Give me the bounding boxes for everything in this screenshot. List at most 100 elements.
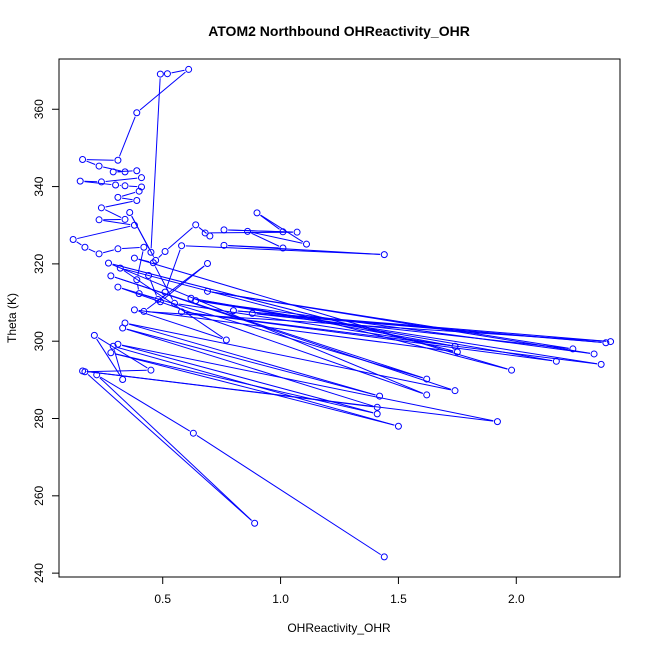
data-point <box>116 264 124 272</box>
data-point <box>130 221 138 229</box>
series-segment <box>167 227 193 250</box>
x-axis-label: OHReactivity_OHR <box>287 621 391 635</box>
data-point <box>253 209 261 217</box>
data-point <box>90 331 98 339</box>
series-segment <box>121 344 494 422</box>
data-point <box>114 245 122 253</box>
y-tick-label: 280 <box>32 408 46 428</box>
data-point <box>147 366 155 374</box>
data-point <box>79 367 87 375</box>
series-segment <box>86 160 96 165</box>
series-segment <box>137 251 144 276</box>
data-point <box>178 242 186 250</box>
series-segment <box>105 177 138 182</box>
data-point <box>97 178 105 186</box>
data-point <box>597 360 605 368</box>
series-segment <box>121 191 136 197</box>
series-segment <box>171 69 185 74</box>
data-point <box>69 236 77 244</box>
series-segment <box>103 249 114 254</box>
data-point <box>493 418 501 426</box>
data-point <box>569 345 577 353</box>
data-point <box>380 251 388 259</box>
series-segment <box>136 283 139 290</box>
data-point <box>95 162 103 170</box>
data-point <box>121 168 129 176</box>
series-segment <box>121 287 423 395</box>
data-point <box>244 227 252 235</box>
series-segment <box>96 338 121 377</box>
series-segment <box>77 225 131 240</box>
data-point <box>114 156 122 164</box>
data-point <box>602 339 610 347</box>
data-point <box>201 229 209 237</box>
data-point <box>607 338 615 346</box>
data-point <box>192 221 200 229</box>
data-point <box>95 216 103 224</box>
series-segment <box>103 219 131 226</box>
data-point <box>121 182 129 190</box>
data-point <box>229 307 237 315</box>
series-segment <box>122 247 140 250</box>
series-layer <box>69 65 615 561</box>
data-point <box>376 392 384 400</box>
data-point <box>149 259 157 267</box>
data-point <box>107 349 115 357</box>
series-segment <box>138 258 150 263</box>
data-point <box>189 429 197 437</box>
series-segment <box>150 78 161 249</box>
series-segment <box>128 323 376 396</box>
data-point <box>133 196 141 204</box>
data-point <box>394 422 402 430</box>
data-point <box>279 244 287 252</box>
series-segment <box>104 209 122 219</box>
series-segment <box>166 249 181 289</box>
y-axis-label: Theta (K) <box>5 293 19 343</box>
series-segment <box>228 245 279 249</box>
data-point <box>121 319 129 327</box>
series-segment <box>121 197 133 201</box>
series-segment <box>185 311 598 365</box>
data-point <box>93 371 101 379</box>
data-point <box>590 350 598 358</box>
data-point <box>204 287 211 295</box>
data-point <box>451 342 459 350</box>
y-tick-label: 360 <box>32 99 46 119</box>
data-point <box>171 299 178 307</box>
series-segment <box>112 264 424 394</box>
chart-title: ATOM2 Northbound OHReactivity_OHR <box>208 23 470 39</box>
data-point <box>161 288 169 296</box>
series-segment <box>138 258 508 370</box>
data-point <box>114 340 122 348</box>
data-point <box>130 254 138 262</box>
data-point <box>154 295 162 303</box>
data-point <box>156 298 164 306</box>
series-segment <box>251 232 280 247</box>
series-segment <box>105 200 133 208</box>
data-point <box>185 65 193 73</box>
data-point <box>114 283 122 291</box>
series-segment <box>129 323 451 391</box>
series-segment <box>87 374 252 521</box>
y-tick-label: 340 <box>32 176 46 196</box>
data-point <box>130 306 138 314</box>
series-segment <box>88 248 96 253</box>
series-segment <box>196 435 382 556</box>
data-point <box>97 204 105 212</box>
data-point <box>293 228 301 236</box>
series-segment <box>89 369 147 373</box>
data-point <box>508 366 516 374</box>
data-point <box>114 193 122 201</box>
data-point <box>112 181 120 189</box>
x-tick-label: 0.5 <box>154 592 171 606</box>
data-point <box>156 70 164 78</box>
series-segment <box>138 309 454 352</box>
data-point <box>105 259 112 267</box>
data-point <box>380 553 388 561</box>
data-point <box>453 348 461 356</box>
series-segment <box>185 245 381 255</box>
data-point <box>135 187 143 195</box>
series-segment <box>114 353 374 414</box>
